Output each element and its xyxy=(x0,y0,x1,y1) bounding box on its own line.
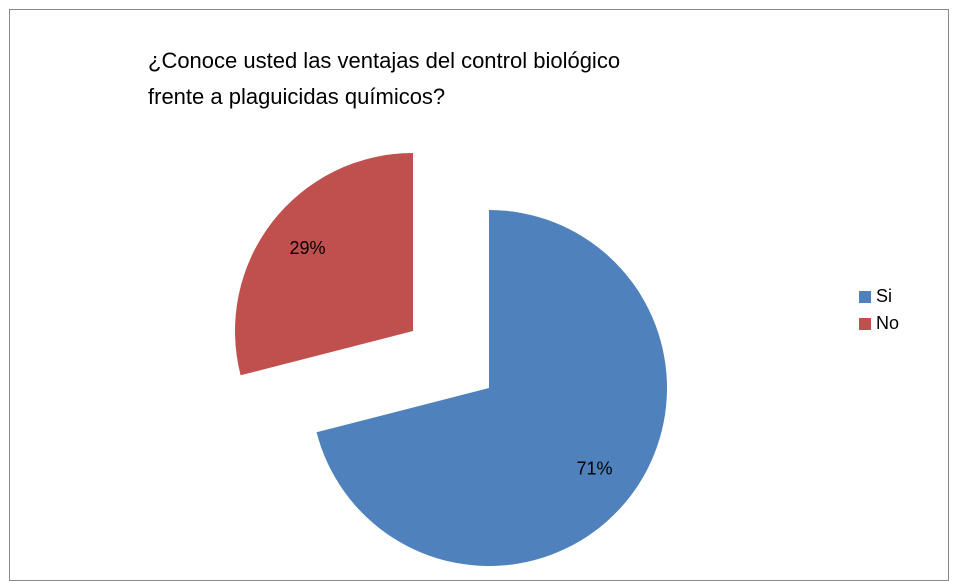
data-label: 29% xyxy=(289,238,325,258)
chart-title: ¿Conoce usted las ventajas del control b… xyxy=(148,48,620,73)
legend-label: No xyxy=(876,313,899,333)
legend-swatch xyxy=(859,318,871,330)
data-label: 71% xyxy=(576,459,612,479)
legend-swatch xyxy=(859,291,871,303)
pie-slice xyxy=(235,153,413,376)
pie-slice xyxy=(316,210,667,566)
chart-title: frente a plaguicidas químicos? xyxy=(148,84,445,109)
legend-label: Si xyxy=(876,286,892,306)
